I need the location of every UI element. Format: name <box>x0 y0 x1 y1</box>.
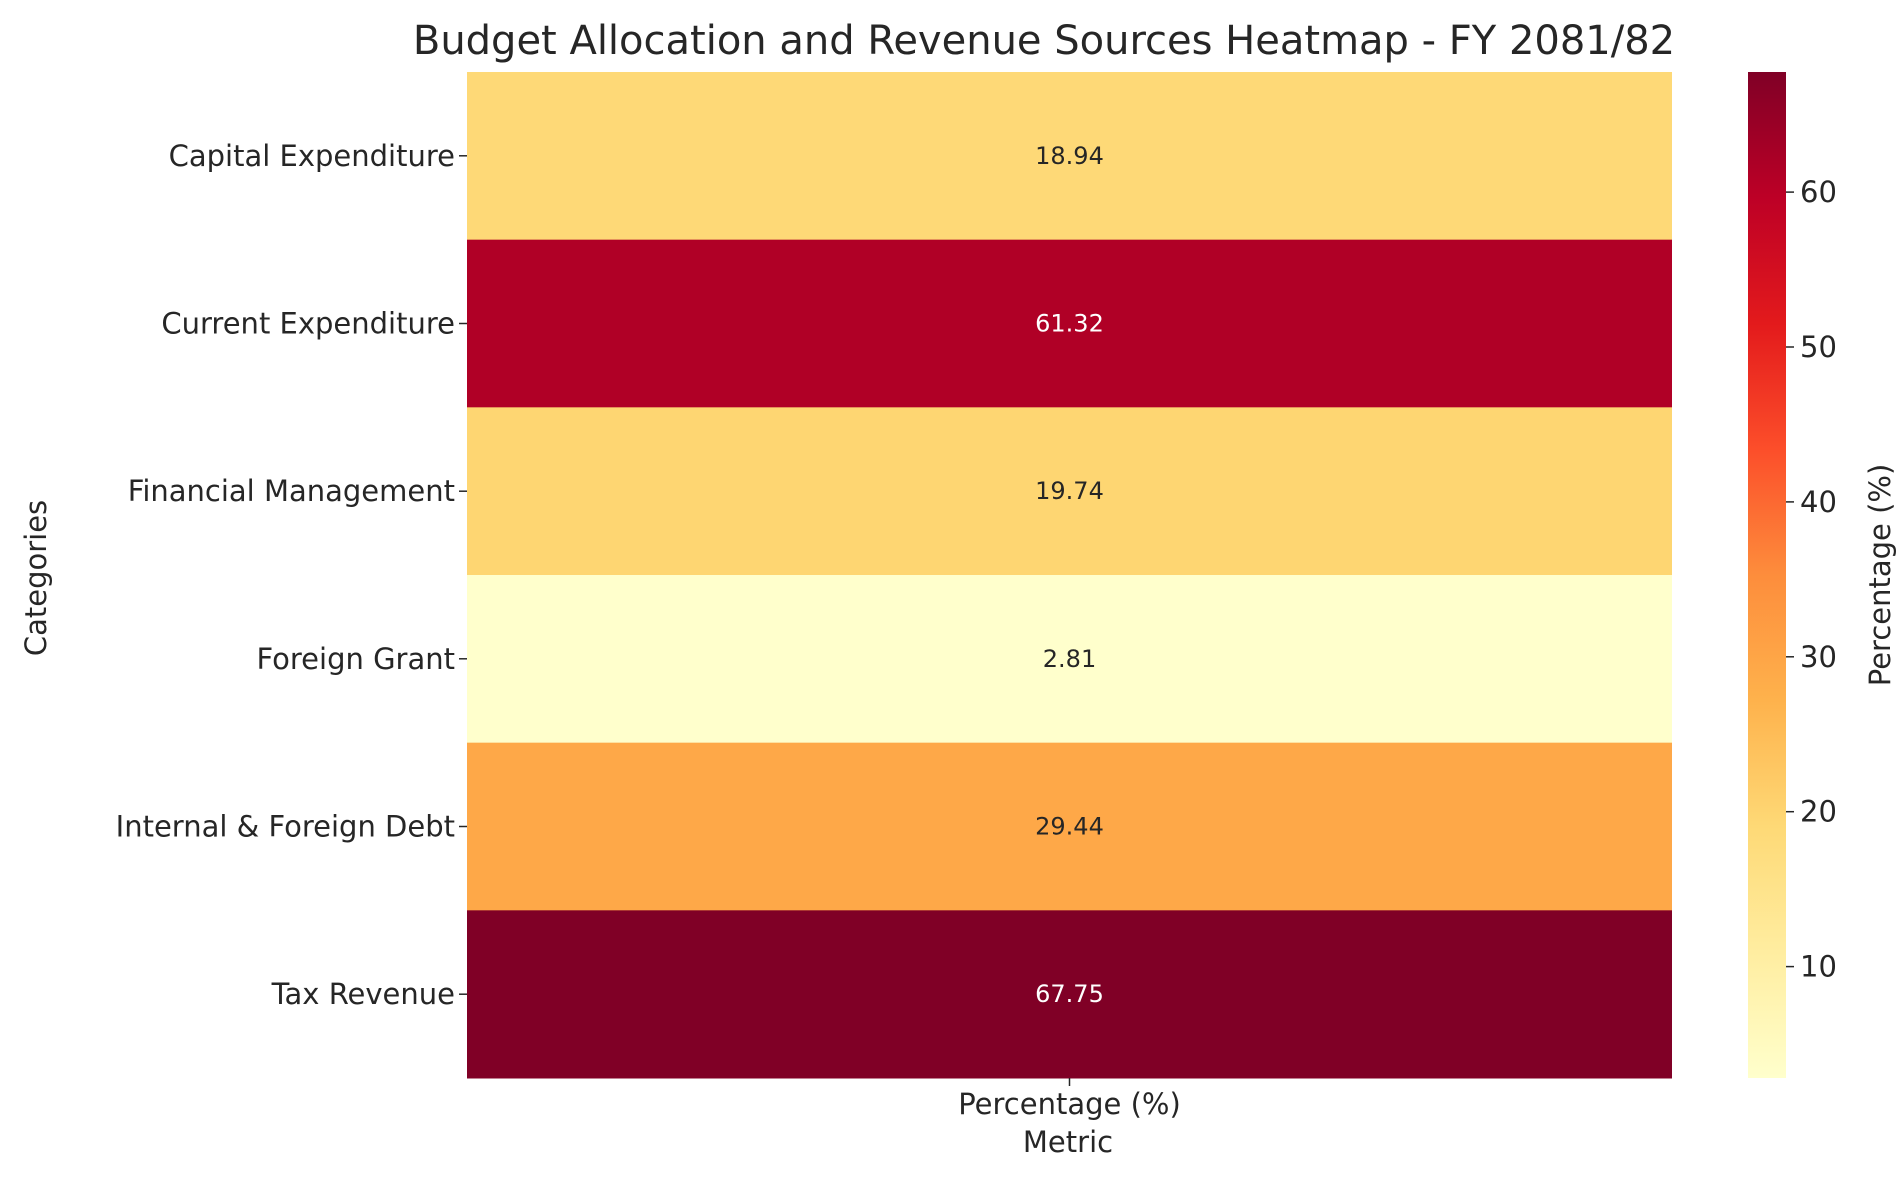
heatmap-cell <box>467 575 1672 744</box>
colorbar-tick-label: 50 <box>1800 330 1837 364</box>
colorbar-label: Percentage (%) <box>1863 464 1897 687</box>
colorbar-tick-label: 30 <box>1800 640 1837 674</box>
y-tick-label: Internal & Foreign Debt <box>116 810 455 844</box>
colorbar-tick-label: 60 <box>1800 175 1837 209</box>
cell-value-label: 19.74 <box>1035 477 1104 505</box>
x-tick-label: Percentage (%) <box>958 1087 1181 1121</box>
x-axis-title: Metric <box>1023 1125 1113 1159</box>
heatmap-cell <box>467 72 1672 241</box>
cell-value-label: 61.32 <box>1035 310 1104 338</box>
x-tick-labels: Percentage (%) <box>958 1078 1181 1121</box>
y-tick-label: Foreign Grant <box>257 642 456 676</box>
y-tick-label: Current Expenditure <box>161 307 455 341</box>
y-axis-title: Categories <box>19 500 53 656</box>
y-tick-labels: Capital Expenditure Current Expenditure Fi… <box>116 139 467 1011</box>
heatmap-cell <box>467 239 1672 408</box>
heatmap-cells: 18.94 61.32 19.74 2.81 29.44 67.75 <box>467 72 1672 1079</box>
cell-value-label: 18.94 <box>1035 142 1104 170</box>
cell-value-label: 2.81 <box>1043 645 1096 673</box>
y-tick-label: Financial Management <box>128 474 455 508</box>
heatmap-cell <box>467 910 1672 1079</box>
y-tick-label: Capital Expenditure <box>169 139 455 173</box>
heatmap-cell <box>467 407 1672 576</box>
colorbar-tick-label: 10 <box>1800 950 1837 984</box>
colorbar <box>1748 72 1786 1078</box>
y-tick-label: Tax Revenue <box>271 977 455 1011</box>
colorbar-tick-label: 20 <box>1800 795 1837 829</box>
colorbar-ticks: 10 20 30 40 50 60 <box>1786 175 1837 984</box>
heatmap-cell <box>467 742 1672 911</box>
chart-title: Budget Allocation and Revenue Sources He… <box>413 18 1675 64</box>
cell-value-label: 29.44 <box>1035 813 1104 841</box>
cell-value-label: 67.75 <box>1035 980 1104 1008</box>
colorbar-tick-label: 40 <box>1800 485 1837 519</box>
